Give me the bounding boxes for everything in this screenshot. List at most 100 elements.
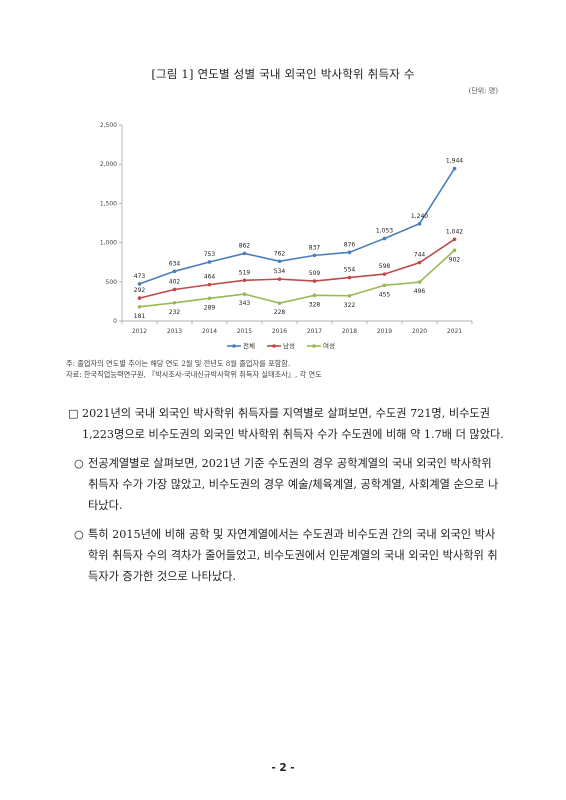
data-point	[172, 269, 177, 274]
data-point	[242, 278, 247, 283]
data-point	[277, 301, 282, 305]
data-label: 232	[169, 309, 181, 316]
x-tick-label: 2020	[412, 328, 427, 335]
data-label: 902	[449, 256, 461, 263]
series-line-2	[139, 238, 455, 299]
paragraph-main: □ 2021년의 국내 외국인 박사학위 취득자를 지역별로 살펴보면, 수도권 …	[68, 403, 504, 445]
data-label: 753	[204, 251, 216, 258]
data-point	[242, 292, 247, 296]
data-label: 1,944	[446, 158, 463, 165]
unit-label: (단위: 명)	[468, 87, 498, 95]
data-point	[382, 283, 387, 288]
data-point	[137, 282, 142, 286]
circle-bullet-icon: ○	[74, 457, 84, 470]
notes: 주: 졸업자의 연도별 추이는 해당 연도 2월 및 전년도 8월 졸업자를 포…	[66, 358, 322, 380]
data-point	[452, 248, 457, 253]
legend-label: 남성	[283, 341, 295, 350]
paragraph-text: 전공계열별로 살펴보면, 2021년 기준 수도권의 경우 공학계열의 국내 외…	[88, 457, 499, 512]
x-tick-label: 2013	[167, 328, 182, 335]
x-tick-label: 2017	[307, 328, 322, 335]
legend-label: 전체	[243, 341, 255, 350]
figure-title: [그림 1] 연도별 성별 국내 외국인 박사학위 취득자 수	[151, 67, 415, 81]
square-bullet-icon: □	[68, 407, 79, 420]
data-label: 322	[344, 302, 356, 309]
paragraph-sub-1: ○ 전공계열별로 살펴보면, 2021년 기준 수도권의 경우 공학계열의 국내 …	[68, 453, 504, 516]
x-tick-label: 2019	[377, 328, 392, 335]
x-tick-label: 2016	[272, 328, 287, 335]
data-point	[417, 280, 422, 284]
circle-bullet-icon: ○	[74, 528, 84, 541]
y-tick-label: 2,000	[100, 161, 117, 168]
data-point	[172, 301, 177, 305]
data-point	[207, 260, 212, 264]
chart-svg: 0 500 1,000 1,500 2,000 2,500 2012 2013 2014 2015…	[100, 122, 473, 350]
line-chart: 0 500 1,000 1,500 2,000 2,500 2012 2013 2014 2015…	[82, 113, 482, 353]
data-point	[137, 296, 142, 300]
data-label: 862	[239, 242, 251, 249]
paragraph-text: 특히 2015년에 비해 공학 및 자연계열에서는 수도권과 비수도권 간의 국…	[88, 528, 498, 583]
data-label: 534	[274, 268, 286, 275]
data-point	[207, 296, 212, 301]
data-label: 328	[309, 301, 321, 308]
note-source: 자료: 한국직업능력연구원, 『박사조사-국내신규박사학위 취득자 실태조사』,…	[66, 370, 322, 379]
series-line-1	[139, 168, 456, 285]
data-label: 837	[309, 244, 321, 251]
data-label: 876	[344, 241, 356, 248]
data-point	[172, 287, 177, 292]
data-label: 509	[309, 270, 321, 277]
data-label: 228	[274, 309, 286, 316]
data-label: 473	[134, 273, 146, 280]
x-tick-label: 2018	[342, 328, 357, 335]
data-label: 762	[274, 250, 286, 257]
data-point	[207, 282, 212, 287]
data-label: 455	[379, 291, 391, 298]
data-label: 289	[204, 304, 216, 311]
data-label: 519	[239, 269, 251, 276]
x-tick-label: 2021	[447, 328, 462, 335]
data-point	[417, 260, 422, 265]
data-label: 292	[134, 287, 146, 294]
data-point	[417, 221, 422, 226]
legend-marker	[232, 344, 236, 348]
note-footnote: 주: 졸업자의 연도별 추이는 해당 연도 2월 및 전년도 8월 졸업자를 포…	[66, 359, 291, 368]
page-number: - 2 -	[271, 762, 295, 774]
legend-marker	[312, 344, 316, 348]
data-point	[347, 275, 352, 280]
x-tick-label: 2012	[132, 328, 147, 335]
data-point	[312, 293, 317, 298]
data-point	[242, 251, 247, 256]
x-tick-label: 2014	[202, 328, 217, 335]
legend-label: 여성	[323, 341, 335, 350]
data-label: 181	[134, 313, 146, 320]
data-label: 1,053	[376, 227, 393, 234]
data-point	[137, 305, 142, 309]
paragraph-sub-2: ○ 특히 2015년에 비해 공학 및 자연계열에서는 수도권과 비수도권 간의 …	[68, 524, 504, 587]
y-tick-label: 1,500	[100, 200, 117, 207]
data-label: 634	[169, 260, 181, 267]
legend-marker	[272, 344, 276, 348]
data-label: 1,042	[446, 228, 463, 235]
data-label: 554	[344, 267, 356, 274]
y-tick-label: 0	[113, 318, 117, 325]
data-point	[452, 237, 457, 242]
series-line-3	[139, 249, 456, 308]
data-point	[312, 279, 317, 283]
paragraph-text: 2021년의 국내 외국인 박사학위 취득자를 지역별로 살펴보면, 수도권 7…	[82, 407, 504, 441]
data-label: 744	[414, 252, 426, 259]
data-label: 496	[414, 288, 426, 295]
data-label: 598	[379, 263, 391, 270]
body-text: □ 2021년의 국내 외국인 박사학위 취득자를 지역별로 살펴보면, 수도권 …	[68, 403, 504, 587]
data-point	[452, 166, 457, 171]
data-point	[312, 253, 317, 258]
data-label: 402	[169, 278, 181, 285]
y-tick-label: 500	[106, 279, 118, 286]
data-label: 464	[204, 274, 216, 281]
data-label: 1,240	[411, 213, 428, 220]
data-point	[277, 277, 282, 281]
x-tick-label: 2015	[237, 328, 252, 335]
data-label: 343	[239, 300, 251, 307]
data-point	[277, 259, 282, 264]
y-tick-label: 2,500	[100, 122, 117, 129]
data-point	[382, 236, 387, 241]
y-tick-label: 1,000	[100, 240, 117, 247]
